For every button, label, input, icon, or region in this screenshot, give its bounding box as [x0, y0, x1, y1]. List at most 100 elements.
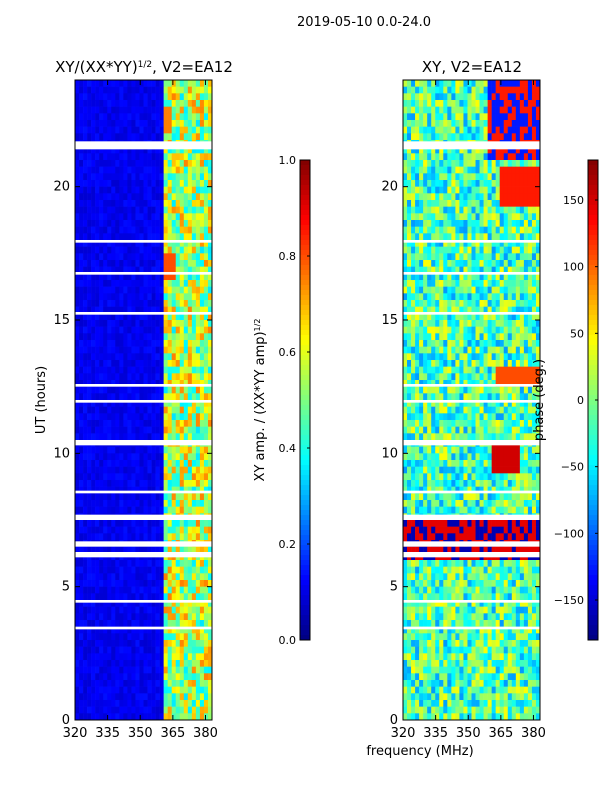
- heatmap-cell: [119, 606, 124, 614]
- heatmap-cell: [175, 313, 181, 321]
- heatmap-cell: [487, 373, 492, 381]
- heatmap-cell: [427, 326, 432, 334]
- heatmap-cell: [95, 280, 100, 287]
- heatmap-cell: [479, 213, 484, 221]
- heatmap-cell: [147, 386, 152, 394]
- colorbar-segment: [300, 505, 310, 511]
- heatmap-cell: [207, 386, 213, 394]
- heatmap-cell: [523, 266, 529, 274]
- heatmap-cell: [531, 200, 537, 207]
- heatmap-cell: [411, 380, 416, 387]
- heatmap-cell: [195, 206, 201, 214]
- heatmap-cell: [151, 153, 156, 161]
- heatmap-cell: [463, 80, 468, 87]
- heatmap-cell: [159, 600, 164, 607]
- heatmap-cell: [175, 573, 181, 581]
- heatmap-cell: [483, 366, 488, 374]
- heatmap-cell: [419, 113, 424, 121]
- heatmap-cell: [175, 486, 181, 494]
- heatmap-cell: [499, 173, 505, 181]
- heatmap-cell: [531, 226, 537, 234]
- heatmap-cell: [143, 653, 148, 661]
- heatmap-cell: [143, 486, 148, 494]
- heatmap-cell: [167, 480, 173, 487]
- heatmap-cell: [175, 373, 181, 381]
- heatmap-cell: [139, 340, 144, 347]
- heatmap-cell: [87, 700, 92, 707]
- heatmap-cell: [95, 566, 100, 574]
- heatmap-cell: [535, 206, 541, 214]
- heatmap-cell: [527, 86, 533, 94]
- heatmap-cell: [187, 240, 193, 247]
- heatmap-cell: [503, 346, 509, 354]
- heatmap-cell: [107, 386, 112, 394]
- heatmap-cell: [111, 360, 116, 367]
- heatmap-cell: [195, 533, 201, 541]
- heatmap-cell: [507, 146, 513, 154]
- colorbar-segment: [300, 580, 310, 586]
- heatmap-cell: [459, 100, 464, 107]
- heatmap-cell: [131, 560, 136, 567]
- heatmap-cell: [403, 273, 408, 281]
- heatmap-cell: [83, 206, 88, 214]
- heatmap-cell: [99, 280, 104, 287]
- heatmap-cell: [107, 506, 112, 514]
- heatmap-cell: [511, 346, 517, 354]
- heatmap-cell: [107, 533, 112, 541]
- heatmap-cell: [523, 286, 529, 294]
- heatmap-cell: [131, 160, 136, 167]
- heatmap-cell: [199, 446, 205, 454]
- heatmap-cell: [403, 206, 408, 214]
- heatmap-cell: [451, 353, 456, 361]
- heatmap-cell: [115, 506, 120, 514]
- heatmap-cell: [111, 706, 116, 714]
- heatmap-cell: [135, 713, 140, 721]
- heatmap-cell: [467, 146, 472, 154]
- heatmap-cell: [135, 466, 140, 474]
- heatmap-cell: [147, 213, 152, 221]
- heatmap-cell: [143, 340, 148, 347]
- heatmap-cell: [455, 353, 460, 361]
- heatmap-cell: [199, 286, 205, 294]
- heatmap-cell: [403, 253, 408, 261]
- heatmap-cell: [183, 193, 189, 201]
- heatmap-cell: [447, 293, 452, 301]
- heatmap-cell: [151, 346, 156, 354]
- heatmap-cell: [459, 133, 464, 141]
- heatmap-cell: [83, 406, 88, 414]
- heatmap-cell: [187, 473, 193, 481]
- heatmap-cell: [115, 420, 120, 427]
- heatmap-cell: [447, 133, 452, 141]
- heatmap-cell: [463, 326, 468, 334]
- heatmap-cell: [87, 546, 92, 554]
- heatmap-cell: [175, 346, 181, 354]
- heatmap-cell: [155, 506, 160, 514]
- heatmap-cell: [447, 306, 452, 314]
- heatmap-cell: [143, 313, 148, 321]
- heatmap-cell: [179, 520, 185, 527]
- heatmap-cell: [199, 113, 205, 121]
- heatmap-cell: [139, 400, 144, 407]
- heatmap-cell: [491, 226, 496, 234]
- heatmap-cell: [467, 306, 472, 314]
- heatmap-cell: [467, 193, 472, 201]
- heatmap-cell: [151, 180, 156, 187]
- heatmap-cell: [107, 233, 112, 241]
- heatmap-cell: [171, 120, 177, 127]
- heatmap-cell: [195, 180, 201, 187]
- amplitude-y-label: UT (hours): [34, 366, 49, 434]
- heatmap-cell: [475, 180, 480, 187]
- heatmap-cell: [107, 613, 112, 621]
- heatmap-cell: [195, 133, 201, 141]
- heatmap-cell: [155, 193, 160, 201]
- heatmap-cell: [131, 533, 136, 541]
- heatmap-cell: [135, 100, 140, 107]
- heatmap-cell: [171, 240, 177, 247]
- heatmap-cell: [203, 453, 209, 461]
- heatmap-cell: [131, 93, 136, 101]
- heatmap-cell: [107, 420, 112, 427]
- heatmap-cell: [131, 613, 136, 621]
- heatmap-cell: [411, 193, 416, 201]
- heatmap-cell: [151, 193, 156, 201]
- colorbar-segment: [300, 630, 310, 636]
